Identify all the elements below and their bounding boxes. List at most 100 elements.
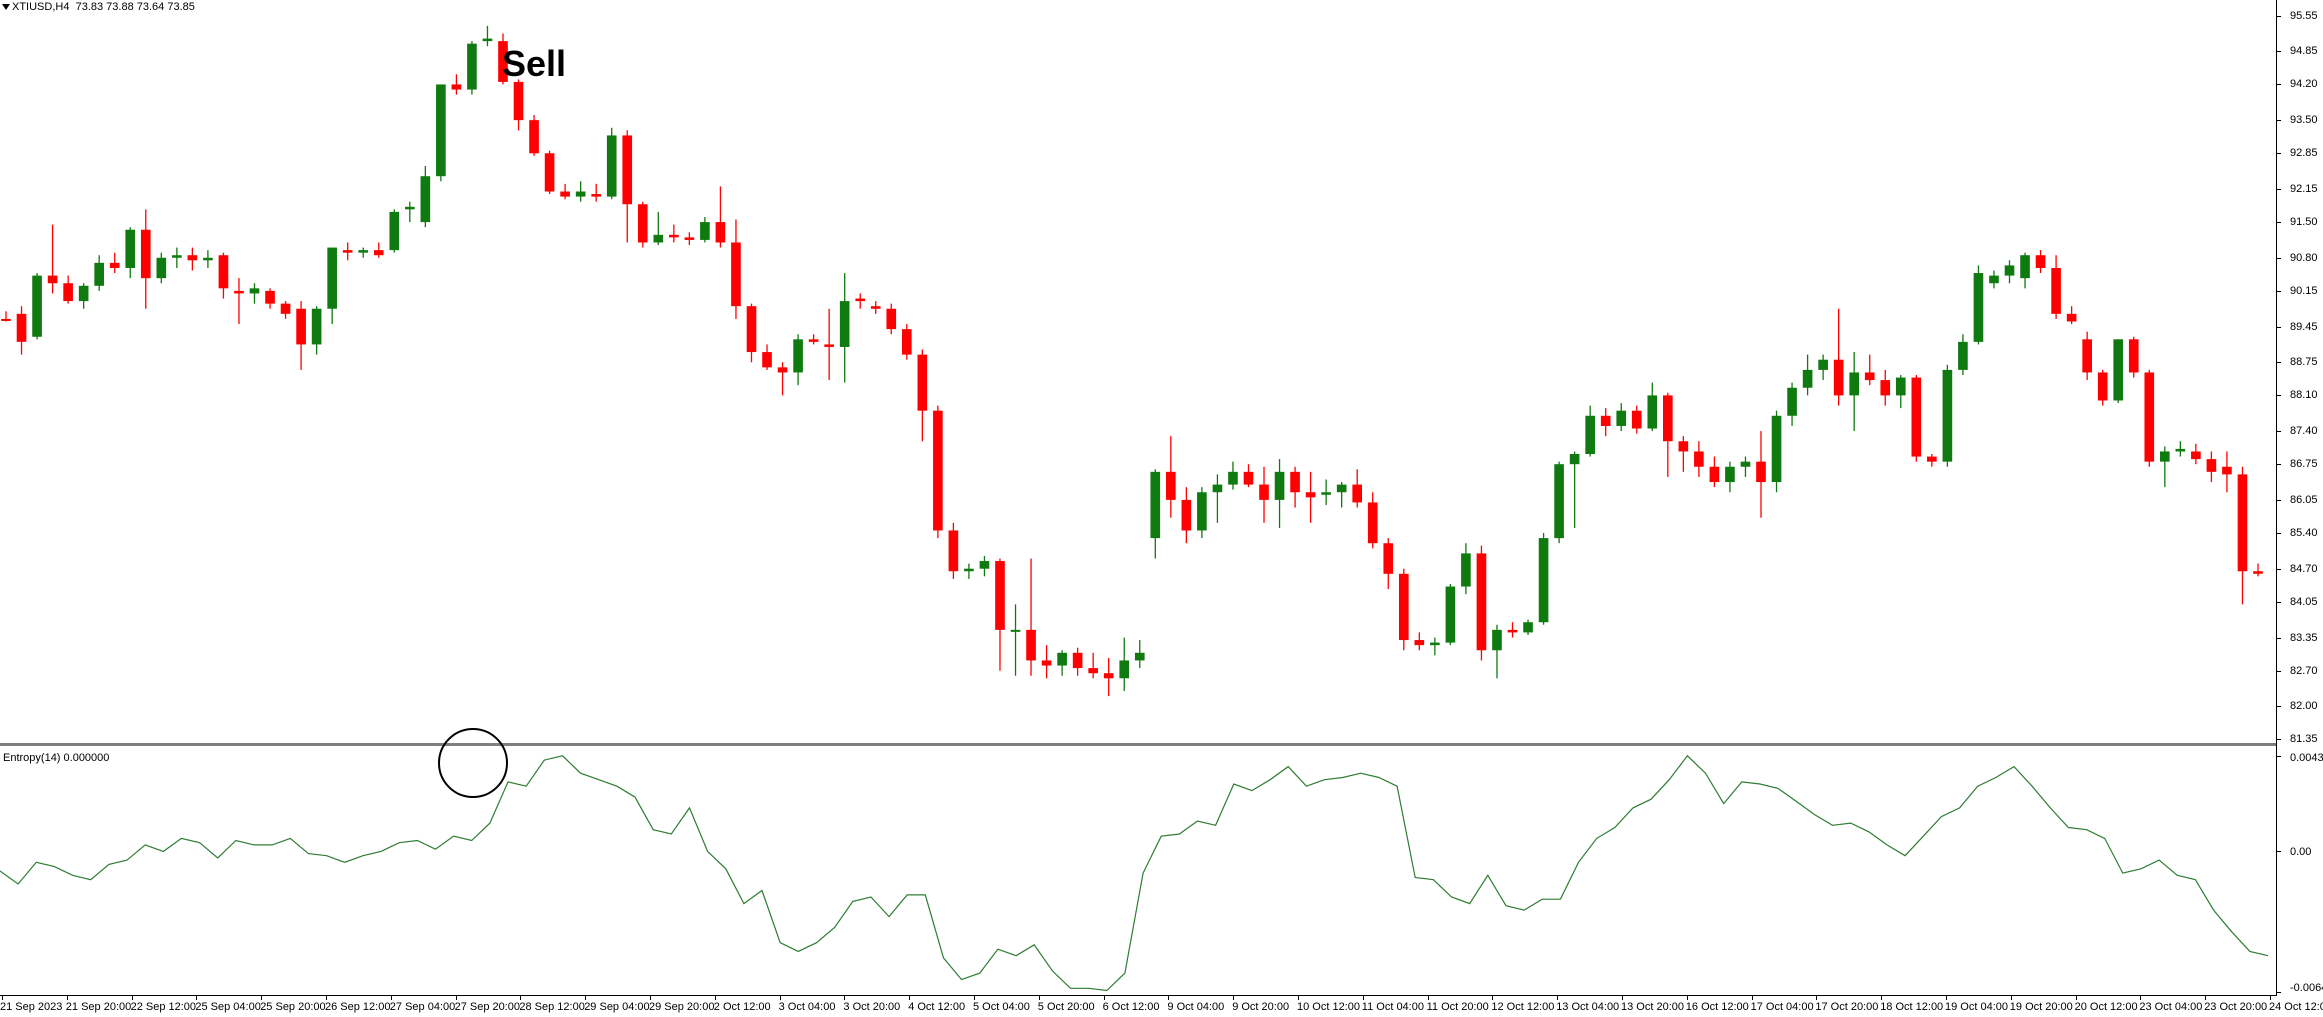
candle-body xyxy=(1352,484,1363,503)
triangle-down-icon[interactable] xyxy=(2,4,10,10)
time-axis-tick xyxy=(1298,995,1299,1000)
price-axis-tick xyxy=(2276,464,2281,466)
candle xyxy=(2159,446,2170,488)
candle-body xyxy=(2066,313,2077,322)
candle-body xyxy=(1585,415,1595,455)
candle xyxy=(746,303,757,363)
candle xyxy=(1663,392,1673,477)
time-axis-tick xyxy=(1362,995,1364,1000)
price-axis-line xyxy=(2276,0,2277,995)
candle xyxy=(2175,441,2186,457)
candle xyxy=(700,216,710,243)
entropy-series-line xyxy=(0,754,2269,992)
price-axis-label: 83.35 xyxy=(2290,631,2318,644)
candle-body xyxy=(1212,484,1223,493)
candle-body xyxy=(16,313,27,342)
candle-body xyxy=(1119,660,1130,679)
candle xyxy=(420,166,431,228)
time-axis-line xyxy=(0,995,2277,996)
candle xyxy=(560,183,570,200)
candle-body xyxy=(187,255,198,261)
candle-body xyxy=(1010,629,1021,632)
time-axis-tick xyxy=(1557,995,1559,1000)
time-axis-label: 18 Oct 12:00 xyxy=(1880,1001,1944,1013)
candle-body xyxy=(1849,372,1860,396)
candle xyxy=(2113,339,2124,404)
candle xyxy=(1445,583,1456,646)
candle-body xyxy=(1787,387,1797,416)
candle xyxy=(1849,352,1860,432)
candle-body xyxy=(808,339,819,342)
candle xyxy=(1150,469,1161,559)
candle xyxy=(1538,533,1549,625)
candle-body xyxy=(1507,629,1518,633)
price-axis-tick xyxy=(2276,51,2281,53)
candle xyxy=(2191,443,2201,465)
time-axis-label: 16 Oct 12:00 xyxy=(1685,1001,1749,1013)
candle-body xyxy=(824,344,834,347)
candle xyxy=(591,183,601,202)
candle-body xyxy=(249,288,260,294)
time-axis-tick xyxy=(1946,995,1947,1000)
candle xyxy=(2206,451,2217,483)
candle-body xyxy=(2206,459,2217,472)
candle-body xyxy=(498,41,508,82)
candle-body xyxy=(1538,538,1549,623)
candle xyxy=(777,362,788,396)
time-axis-tick xyxy=(585,995,587,1000)
candle-body xyxy=(529,120,539,154)
candle xyxy=(125,227,136,279)
candle-body xyxy=(1523,622,1533,633)
candle xyxy=(1942,364,1953,467)
candle-body xyxy=(63,283,73,302)
chart-header: XTIUSD,H4 73.83 73.88 73.64 73.85 xyxy=(12,1,195,14)
candle-body xyxy=(2237,474,2248,572)
candle xyxy=(467,41,477,95)
time-axis-label: 27 Sep 20:00 xyxy=(454,1001,521,1013)
candle xyxy=(669,224,679,243)
pane-separator[interactable] xyxy=(0,743,2276,746)
candle-body xyxy=(2253,571,2263,574)
time-axis-label: 25 Sep 20:00 xyxy=(260,1001,326,1013)
candle-body xyxy=(793,339,803,373)
time-axis-label: 3 Oct 04:00 xyxy=(778,1001,836,1013)
candle-body xyxy=(1398,573,1409,641)
time-axis-tick xyxy=(131,995,133,1000)
candle xyxy=(1243,464,1254,488)
entropy-indicator-chart[interactable] xyxy=(0,748,2276,994)
price-chart[interactable] xyxy=(0,0,2276,743)
candle-body xyxy=(606,135,617,197)
time-axis-label: 19 Oct 04:00 xyxy=(1945,1001,2008,1013)
candle-body xyxy=(653,234,664,243)
candle-body xyxy=(1476,553,1487,651)
candle xyxy=(2004,260,2015,284)
candle-body xyxy=(1802,369,1813,388)
candle-body xyxy=(1492,629,1502,651)
candle xyxy=(187,247,198,271)
candle-body xyxy=(234,290,244,294)
candle-body xyxy=(1880,380,1891,396)
candle-body xyxy=(1647,395,1658,429)
candle-body xyxy=(389,211,400,251)
price-axis-label: 92.85 xyxy=(2290,147,2318,160)
candle-body xyxy=(467,43,477,90)
candle xyxy=(1072,647,1083,676)
circle-highlight xyxy=(438,728,508,798)
time-axis-tick xyxy=(2270,995,2271,1000)
candle-body xyxy=(451,84,462,90)
price-axis-label: 90.15 xyxy=(2290,284,2318,297)
price-axis-label: 86.05 xyxy=(2290,493,2318,506)
candle xyxy=(808,334,819,345)
candle xyxy=(1492,624,1502,679)
candle xyxy=(1585,405,1595,457)
time-axis-label: 23 Oct 20:00 xyxy=(2204,1001,2268,1013)
candle xyxy=(653,211,664,246)
candle-body xyxy=(979,561,990,569)
time-axis-tick xyxy=(1686,995,1688,1000)
candle xyxy=(1259,466,1269,523)
candle-body xyxy=(156,257,167,279)
candle-body xyxy=(731,242,741,307)
candle xyxy=(544,150,555,195)
time-axis-tick xyxy=(1622,995,1623,1000)
candle-body xyxy=(1756,461,1766,483)
